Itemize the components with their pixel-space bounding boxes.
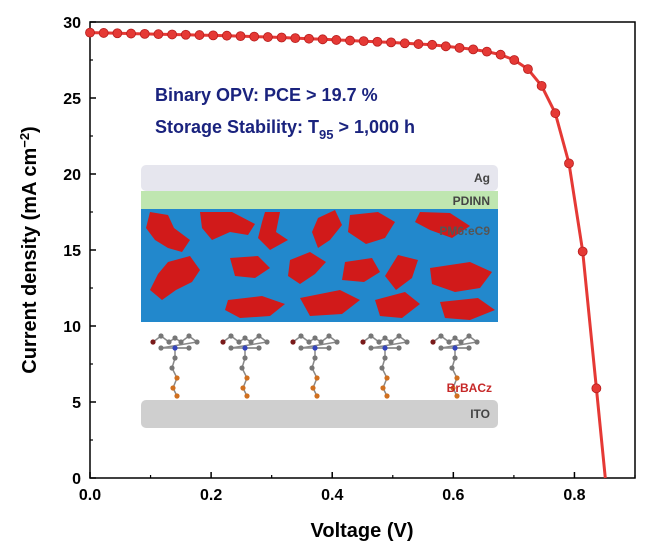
stability-annotation: Storage Stability: T95 > 1,000 h: [155, 117, 415, 142]
y-tick-label: 30: [63, 15, 81, 32]
molecule: [360, 333, 410, 399]
data-point: [427, 39, 438, 50]
molecule: [220, 333, 270, 399]
y-tick-label: 25: [63, 91, 81, 108]
domain-shape: [225, 296, 285, 318]
data-point: [509, 55, 520, 65]
x-tick-label: 0.6: [442, 487, 464, 504]
y-tick-label: 10: [63, 319, 81, 336]
data-point: [221, 30, 232, 41]
x-tick-label: 0.4: [321, 487, 343, 504]
domain-shape: [375, 292, 420, 318]
data-point: [167, 29, 178, 40]
ito-layer: [141, 400, 498, 428]
domain-shape: [258, 212, 288, 250]
domain-shape: [288, 252, 326, 284]
ag-layer: [141, 165, 498, 191]
data-point: [440, 41, 451, 52]
domain-shape: [230, 256, 270, 278]
data-point: [331, 35, 342, 45]
tick-labels: 0.0 0.2 0.4 0.6 0.8 0 5 10 15 20 25 30: [63, 15, 585, 504]
sam-layer: [141, 322, 498, 400]
data-point: [290, 33, 301, 44]
data-point: [358, 36, 369, 47]
data-point: [577, 246, 588, 257]
ag-label: Ag: [474, 171, 490, 185]
molecule: [430, 333, 480, 399]
pdinn-layer: [141, 191, 498, 209]
active-layer-label: PM6:eC9: [439, 224, 490, 238]
data-point: [85, 27, 95, 38]
axis-ticks: [89, 21, 636, 479]
ito-label: ITO: [470, 407, 490, 421]
jv-markers: [85, 27, 602, 394]
domain-shape: [342, 258, 380, 282]
data-point: [263, 32, 273, 42]
data-point: [523, 64, 533, 75]
domain-shape: [146, 212, 190, 252]
y-tick-label: 15: [63, 243, 81, 260]
domain-shape: [312, 210, 342, 248]
y-tick-label: 20: [63, 167, 81, 184]
domain-shape: [430, 262, 492, 292]
data-point: [372, 36, 383, 47]
device-stack-inset: Ag PDINN PM6:eC9 BrBACz ITO: [141, 165, 498, 428]
data-point: [153, 29, 164, 40]
y-tick-label: 5: [72, 395, 81, 412]
x-axis-title: Voltage (V): [311, 520, 414, 542]
domain-shape: [440, 298, 495, 320]
data-point: [495, 49, 506, 60]
molecule: [290, 333, 340, 399]
data-point: [180, 29, 191, 40]
domain-shape: [300, 290, 360, 316]
data-point: [468, 44, 479, 55]
y-tick-label: 0: [72, 471, 81, 488]
data-point: [194, 30, 205, 40]
pce-annotation: Binary OPV: PCE > 19.7 %: [155, 85, 378, 105]
x-tick-label: 0.2: [200, 487, 222, 504]
data-point: [481, 46, 492, 57]
y-axis-title: Current density (mA cm−2): [17, 126, 41, 373]
data-point: [386, 37, 396, 48]
brbacz-label: BrBACz: [447, 381, 492, 395]
data-point: [276, 32, 287, 43]
data-point: [399, 38, 410, 49]
pdinn-label: PDINN: [453, 194, 490, 208]
x-tick-label: 0.0: [79, 487, 101, 504]
domain-shape: [385, 255, 418, 290]
data-point: [550, 108, 561, 119]
domain-shape: [415, 212, 470, 238]
data-point: [98, 28, 109, 38]
data-point: [345, 35, 355, 46]
domain-shape: [200, 212, 255, 240]
data-point: [591, 383, 602, 394]
x-tick-label: 0.8: [563, 487, 585, 504]
data-point: [139, 28, 150, 39]
brbacz-molecules: [150, 333, 480, 399]
data-point: [317, 34, 328, 45]
domain-shape: [348, 212, 395, 244]
molecule: [150, 333, 200, 399]
data-point: [126, 28, 136, 39]
domain-shape: [150, 256, 200, 300]
data-point: [208, 30, 219, 41]
data-point: [454, 42, 465, 53]
data-point: [564, 158, 574, 169]
data-point: [304, 33, 314, 44]
acceptor-domains: [146, 210, 495, 320]
data-point: [112, 28, 123, 39]
data-point: [413, 39, 424, 49]
data-point: [536, 80, 547, 91]
data-point: [249, 31, 260, 42]
data-point: [235, 31, 246, 42]
